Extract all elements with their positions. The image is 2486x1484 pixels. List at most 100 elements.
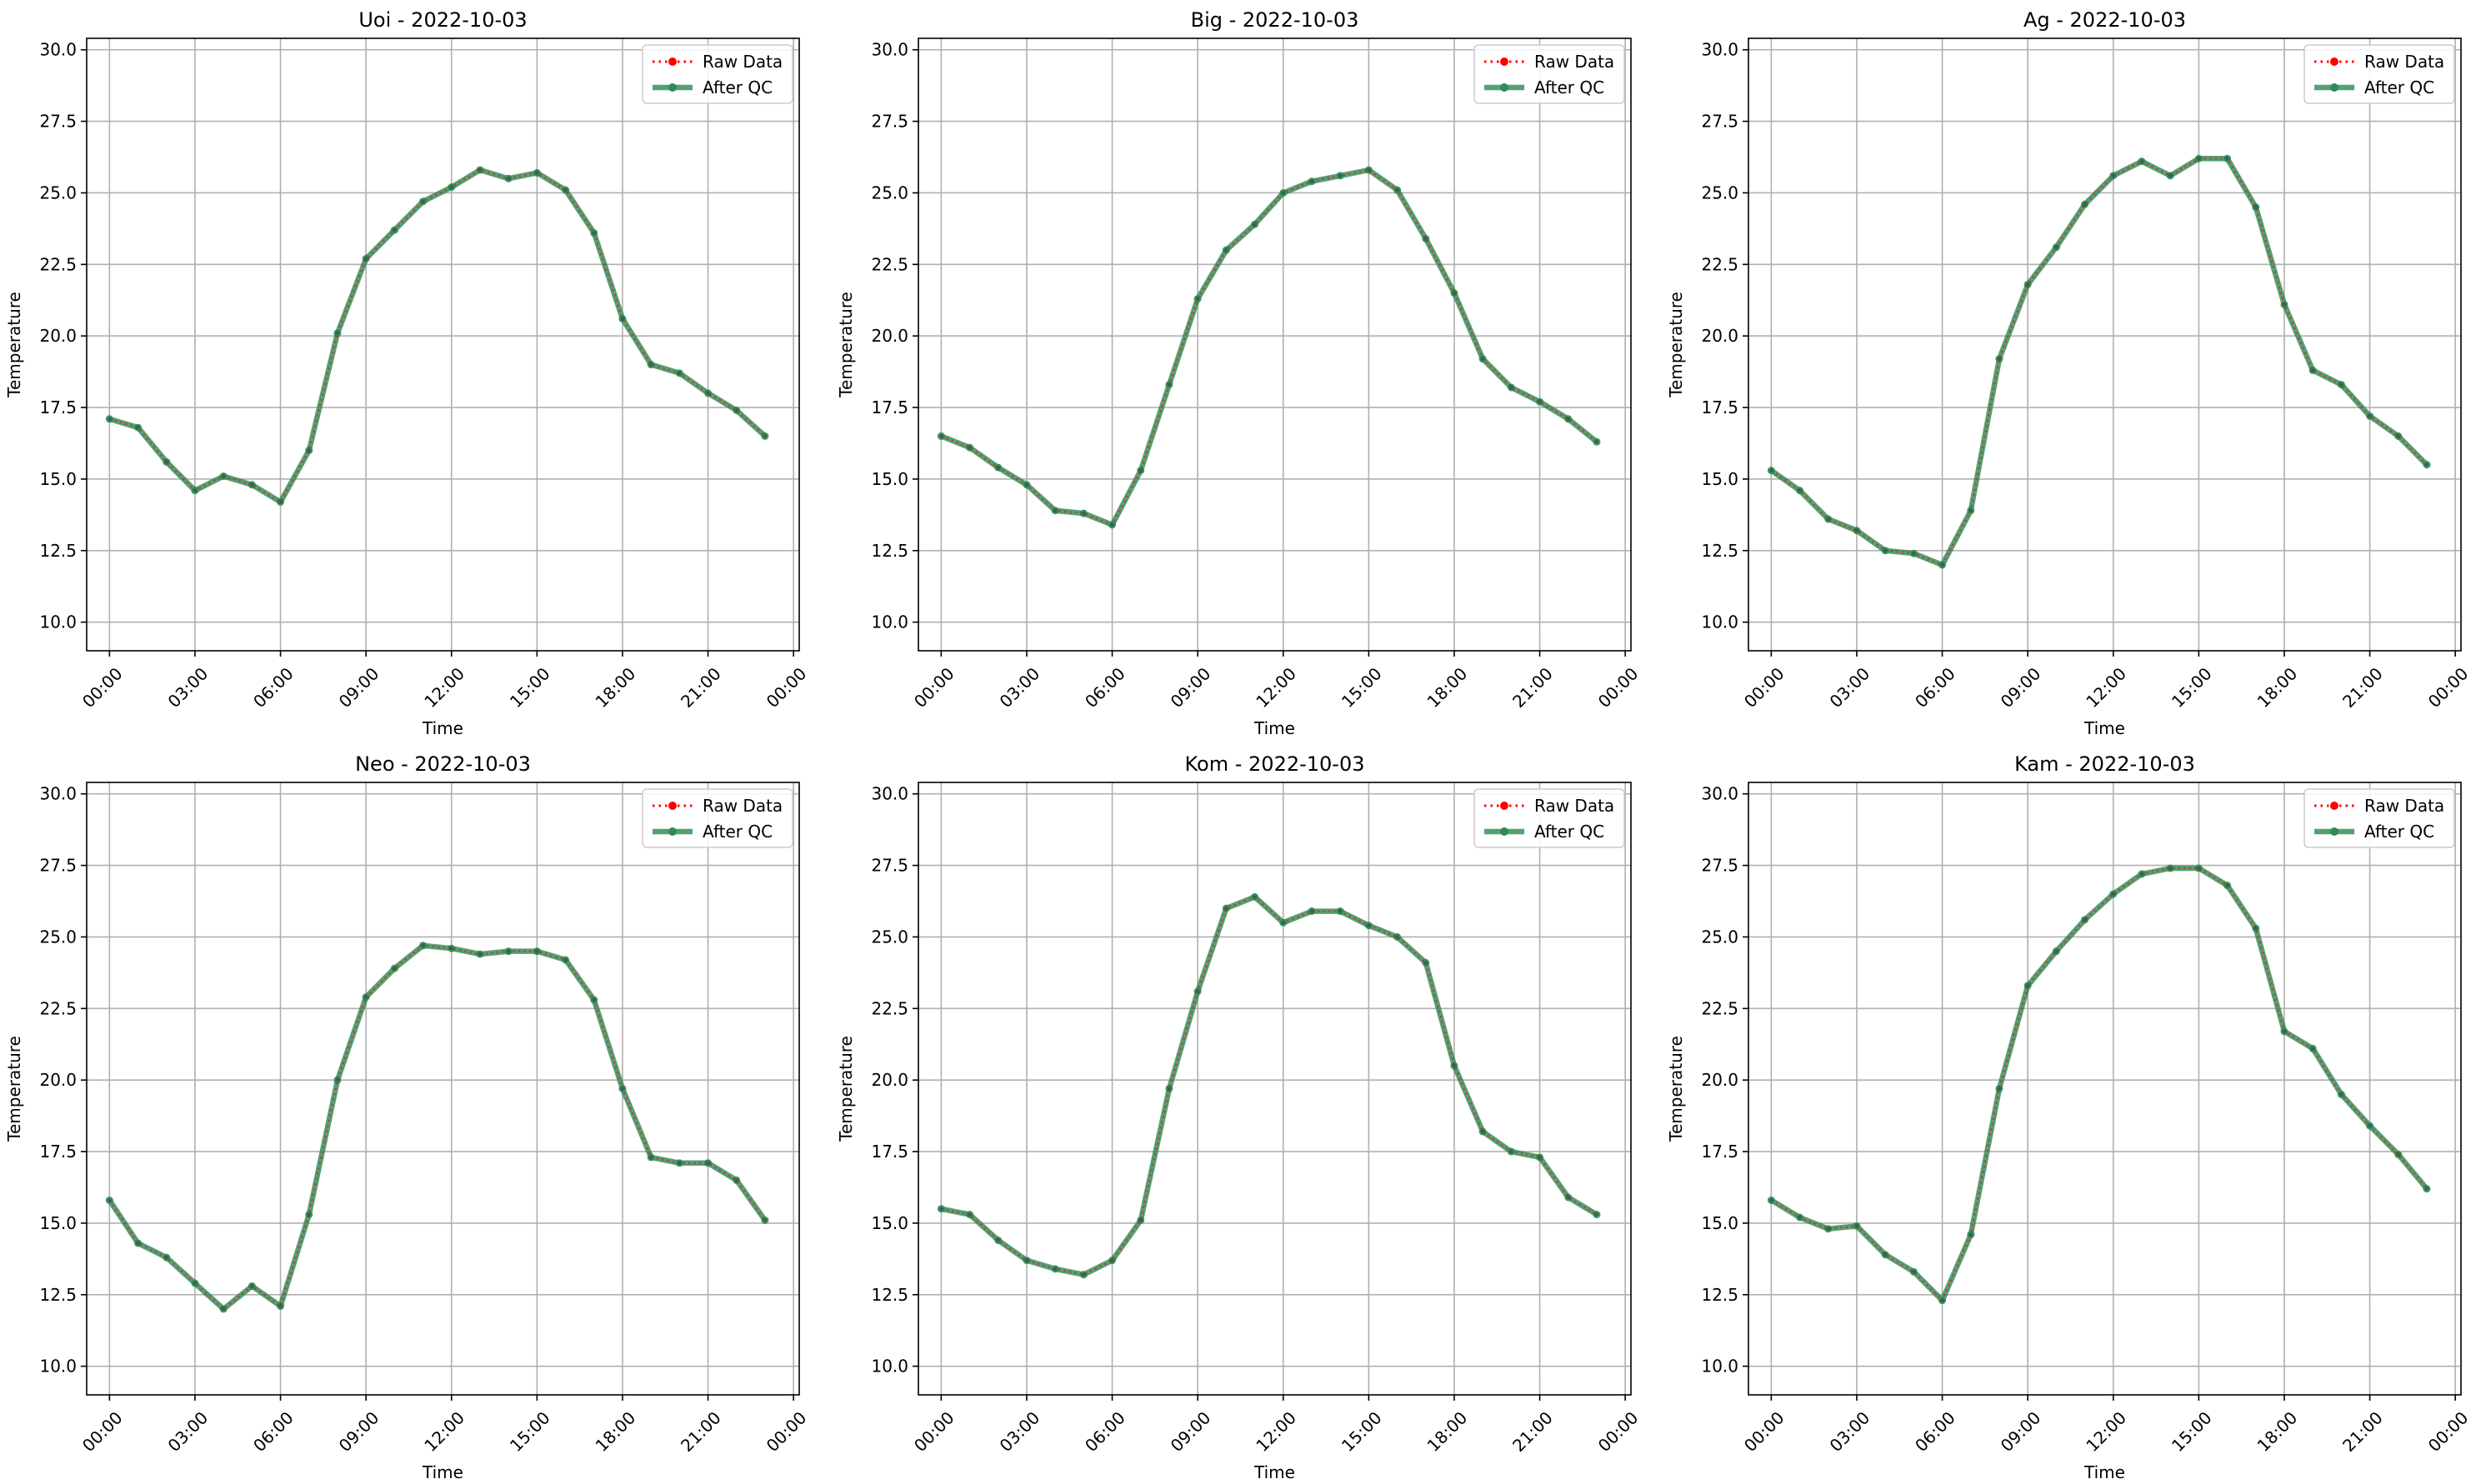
data-point-raw-data <box>136 1241 140 1246</box>
series-line-raw-data <box>109 168 766 504</box>
y-tick-label: 17.5 <box>1701 1142 1738 1162</box>
data-point-raw-data <box>1769 1198 1773 1202</box>
data-point-raw-data <box>706 391 710 396</box>
chart-title: Kom - 2022-10-03 <box>1185 752 1365 776</box>
legend-label-after-qc: After QC <box>2364 77 2434 97</box>
axes-frame <box>918 37 1632 652</box>
data-point-raw-data <box>2225 883 2229 887</box>
data-point-raw-data <box>2424 462 2429 467</box>
chart-title: Neo - 2022-10-03 <box>355 752 531 776</box>
legend-marker-raw-data <box>2330 802 2338 810</box>
data-point-raw-data <box>1854 528 1859 532</box>
data-point-raw-data <box>678 371 682 376</box>
subplot: 10.0 12.5 15.0 17.5 20.0 22.5 25.0 27.5 30.0 00:0… <box>4 752 810 1482</box>
data-point-raw-data <box>1594 440 1599 444</box>
data-point-raw-data <box>478 167 483 172</box>
data-point-raw-data <box>1968 508 1973 512</box>
data-point-raw-data <box>307 448 311 452</box>
y-tick-label: 15.0 <box>1701 469 1738 489</box>
x-tick-label: 00:00 <box>2424 663 2473 712</box>
data-point-raw-data <box>363 995 368 999</box>
y-tick-label: 30.0 <box>871 784 908 804</box>
y-tick-label: 22.5 <box>871 998 908 1018</box>
data-point-raw-data <box>2054 949 2058 953</box>
y-tick-label: 12.5 <box>39 1285 77 1305</box>
data-point-raw-data <box>1423 237 1428 241</box>
data-point-raw-data <box>2310 368 2315 372</box>
x-tick-label: 03:00 <box>164 1407 213 1456</box>
x-tick-label: 06:00 <box>1081 663 1129 712</box>
data-point-raw-data <box>250 1284 254 1288</box>
data-point-raw-data <box>648 362 653 367</box>
x-tick-label: 21:00 <box>677 1407 725 1456</box>
plot-area <box>1748 38 2461 651</box>
x-tick-label: 15:00 <box>1338 1407 1386 1456</box>
subplot: 10.0 12.5 15.0 17.5 20.0 22.5 25.0 27.5 30.0 00:0… <box>836 752 1642 1482</box>
data-point-raw-data <box>393 227 397 232</box>
legend-label-raw-data: Raw Data <box>1534 52 1614 72</box>
data-point-raw-data <box>2253 926 2258 931</box>
y-tick-label: 10.0 <box>39 1357 77 1377</box>
chart-title: Big - 2022-10-03 <box>1191 8 1359 32</box>
y-tick-label: 20.0 <box>39 1070 77 1090</box>
x-tick-label: 15:00 <box>2168 1407 2216 1456</box>
data-point-raw-data <box>506 177 511 181</box>
x-tick-label: 12:00 <box>1252 1407 1300 1456</box>
legend: Raw Data After QC <box>1473 788 1625 848</box>
y-tick-label: 22.5 <box>1701 254 1738 274</box>
y-tick-label: 30.0 <box>39 784 77 804</box>
data-point-raw-data <box>1395 935 1399 939</box>
data-point-raw-data <box>1912 552 1916 556</box>
y-tick-label: 20.0 <box>871 1070 908 1090</box>
x-tick-label: 12:00 <box>2082 1407 2130 1456</box>
data-point-raw-data <box>1167 1087 1172 1091</box>
data-point-raw-data <box>1452 291 1457 295</box>
data-point-raw-data <box>1281 921 1285 925</box>
y-tick-label: 30.0 <box>39 40 77 60</box>
data-point-raw-data <box>620 317 625 321</box>
x-tick-label: 18:00 <box>1423 663 1472 712</box>
y-tick-label: 10.0 <box>871 612 908 632</box>
series-line-raw-data <box>940 168 1598 527</box>
data-point-raw-data <box>164 460 168 464</box>
x-tick-label: 18:00 <box>592 1407 640 1456</box>
data-point-raw-data <box>648 1155 653 1160</box>
x-tick-label: 12:00 <box>1252 663 1300 712</box>
x-tick-label: 21:00 <box>677 663 725 712</box>
x-tick-label: 18:00 <box>2253 1407 2302 1456</box>
x-tick-label: 18:00 <box>592 663 640 712</box>
legend-marker-raw-data <box>668 57 677 66</box>
data-point-raw-data <box>2310 1047 2315 1051</box>
data-point-raw-data <box>1195 297 1200 301</box>
y-tick-label: 27.5 <box>39 856 77 876</box>
data-point-raw-data <box>2168 866 2173 871</box>
y-tick-label: 12.5 <box>1701 541 1738 561</box>
data-point-raw-data <box>1138 1218 1143 1222</box>
data-point-raw-data <box>2368 414 2372 418</box>
axes-frame <box>918 782 1632 1396</box>
legend-marker-raw-data <box>2330 57 2338 66</box>
x-tick-label: 15:00 <box>2168 663 2216 712</box>
y-tick-label: 25.0 <box>871 927 908 947</box>
plot-area <box>918 782 1631 1395</box>
data-point-raw-data <box>592 231 596 235</box>
y-tick-label: 22.5 <box>39 998 77 1018</box>
data-point-raw-data <box>2253 205 2258 209</box>
data-point-raw-data <box>763 1218 768 1222</box>
data-point-raw-data <box>996 1238 1000 1242</box>
plot-area <box>87 38 799 651</box>
data-point-raw-data <box>1309 909 1314 913</box>
data-point-raw-data <box>2083 917 2087 922</box>
data-point-raw-data <box>2396 1152 2400 1157</box>
data-point-raw-data <box>1594 1212 1599 1217</box>
y-tick-label: 22.5 <box>39 254 77 274</box>
subplot: 10.0 12.5 15.0 17.5 20.0 22.5 25.0 27.5 30.0 00:0… <box>1666 752 2472 1482</box>
data-point-raw-data <box>734 1178 738 1182</box>
y-tick-label: 10.0 <box>1701 612 1738 632</box>
data-point-raw-data <box>250 482 254 487</box>
data-point-raw-data <box>1452 1063 1457 1068</box>
data-point-raw-data <box>2282 302 2287 307</box>
data-point-raw-data <box>164 1255 168 1260</box>
x-tick-label: 15:00 <box>1338 663 1386 712</box>
data-point-raw-data <box>968 1212 972 1217</box>
